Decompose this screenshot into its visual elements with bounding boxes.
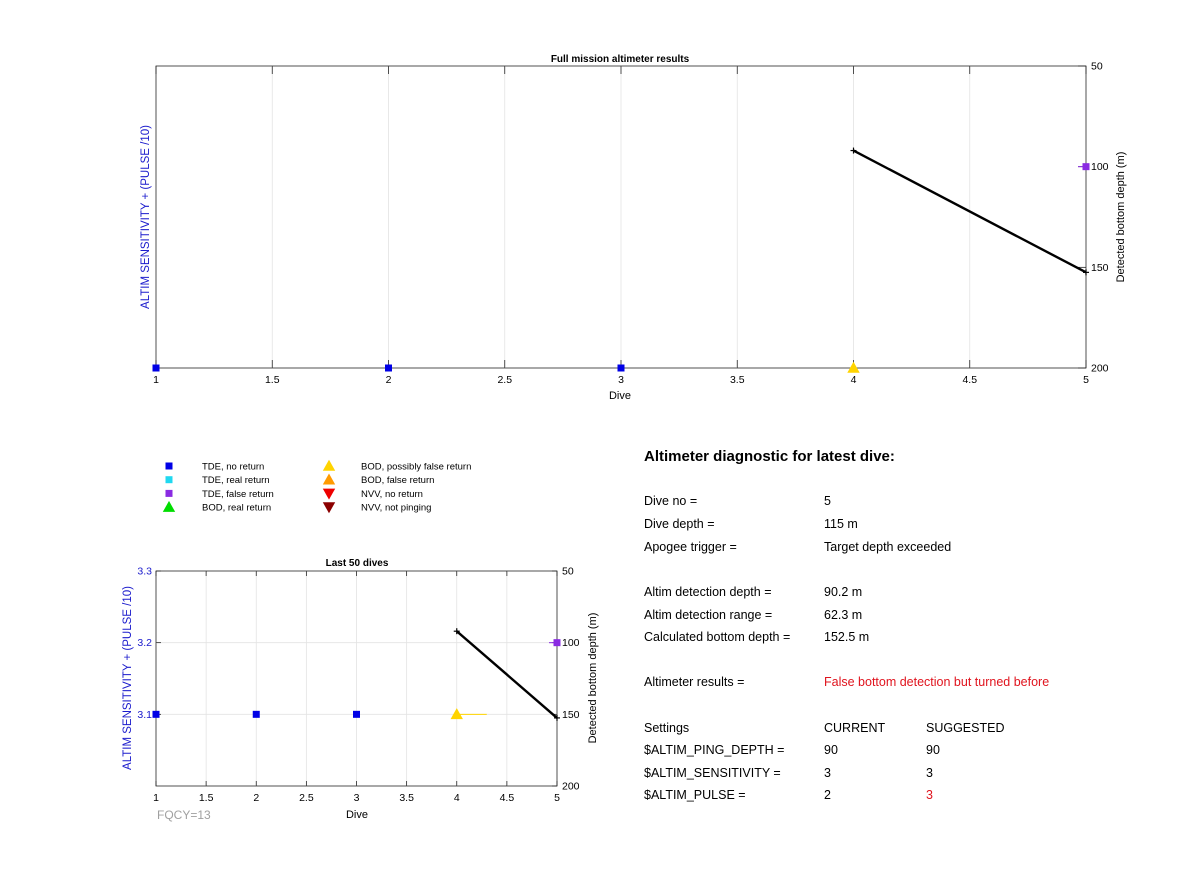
data-point [847, 361, 860, 373]
y-tick-label-left: 3.1 [137, 709, 152, 721]
y-tick-label-right: 150 [562, 709, 580, 721]
current-header: CURRENT [824, 721, 886, 735]
results-value: False bottom detection but turned before [824, 675, 1050, 689]
legend-label: NVV, not pinging [361, 503, 431, 514]
ping-depth-label: $ALTIM_PING_DEPTH = [644, 743, 785, 757]
legend-marker [162, 500, 176, 512]
apogee-label: Apogee trigger = [644, 540, 737, 554]
x-tick-label: 3.5 [399, 792, 414, 804]
legend-label: BOD, false return [361, 475, 434, 486]
results-label: Altimeter results = [644, 675, 745, 689]
x-tick-label: 2.5 [497, 374, 512, 386]
suggested-header: SUGGESTED [926, 721, 1005, 735]
sensitivity-current: 3 [824, 766, 831, 780]
ping-depth-suggested: 90 [926, 743, 940, 757]
data-point [353, 710, 360, 718]
settings-label: Settings [644, 721, 690, 735]
y-tick-label-right: 50 [562, 566, 574, 578]
dive-depth-label: Dive depth = [644, 517, 715, 531]
pulse-suggested: 3 [926, 788, 933, 802]
calc-bottom-label: Calculated bottom depth = [644, 630, 791, 644]
x-tick-label: 2 [253, 792, 259, 804]
data-point [617, 364, 625, 372]
last-50-dives-chart: Last 50 dives Dive ALTIM SENSITIVITY + (… [122, 558, 599, 822]
detection-range-label: Altim detection range = [644, 608, 773, 622]
bottom-chart-xlabel: Dive [346, 809, 368, 821]
x-tick-label: 4.5 [500, 792, 515, 804]
y-tick-label-right: 200 [1091, 363, 1109, 375]
x-tick-label: 4 [454, 792, 460, 804]
x-tick-label: 2.5 [299, 792, 314, 804]
x-tick-label: 1 [153, 374, 159, 386]
legend-label: TDE, real return [202, 475, 270, 486]
legend-marker [322, 473, 336, 485]
x-tick-label: 4 [851, 374, 857, 386]
detection-range-value: 62.3 m [824, 608, 863, 622]
data-point [553, 639, 561, 647]
dive-depth-value: 115 m [824, 517, 858, 531]
legend-marker [322, 459, 336, 471]
legend-marker [165, 476, 173, 484]
bottom-chart-ylabel-right: Detected bottom depth (m) [587, 613, 599, 744]
bottom-chart-title: Last 50 dives [326, 558, 389, 569]
top-chart-xlabel: Dive [609, 390, 631, 402]
data-point [252, 710, 260, 718]
diagnostic-title: Altimeter diagnostic for latest dive: [644, 448, 895, 465]
apogee-value: Target depth exceeded [824, 540, 952, 554]
x-tick-label: 3 [618, 374, 624, 386]
x-tick-label: 2 [386, 374, 392, 386]
x-tick-label: 3 [354, 792, 360, 804]
legend-marker [165, 489, 173, 497]
legend-label: NVV, no return [361, 489, 423, 500]
y-tick-label-right: 100 [562, 637, 580, 649]
y-tick-label-right: 100 [1091, 161, 1109, 173]
pulse-current: 2 [824, 788, 831, 802]
x-tick-label: 5 [554, 792, 560, 804]
sensitivity-suggested: 3 [926, 766, 933, 780]
bottom-depth-line [852, 149, 1087, 274]
pulse-label: $ALTIM_PULSE = [644, 788, 746, 802]
detection-depth-label: Altim detection depth = [644, 585, 772, 599]
data-point [152, 710, 160, 718]
x-tick-label: 1 [153, 792, 159, 804]
data-point [1082, 163, 1090, 171]
y-tick-label-left: 3.2 [137, 637, 152, 649]
x-tick-label: 1.5 [265, 374, 280, 386]
legend-marker [322, 488, 336, 500]
sensitivity-label: $ALTIM_SENSITIVITY = [644, 766, 781, 780]
bottom-depth-line [455, 630, 558, 719]
bottom-chart-ylabel-left: ALTIM SENSITIVITY + (PULSE /10) [122, 586, 134, 770]
top-chart-ylabel-left: ALTIM SENSITIVITY + (PULSE /10) [140, 125, 152, 309]
frequency-footnote: FQCY=13 [157, 808, 211, 822]
dive-no-label: Dive no = [644, 494, 698, 508]
top-chart-title: Full mission altimeter results [551, 54, 690, 65]
x-tick-label: 3.5 [730, 374, 745, 386]
calc-bottom-value: 152.5 m [824, 630, 870, 644]
top-chart-ylabel-right: Detected bottom depth (m) [1115, 152, 1127, 283]
x-tick-label: 5 [1083, 374, 1089, 386]
data-point [385, 364, 392, 372]
legend-label: TDE, no return [202, 462, 264, 473]
legend: TDE, no return TDE, real return TDE, false… [162, 459, 471, 514]
full-mission-chart: Full mission altimeter results Dive ALTI… [140, 54, 1127, 402]
y-tick-label-right: 150 [1091, 262, 1109, 274]
y-tick-label-left: 3.3 [137, 566, 152, 578]
legend-label: BOD, possibly false return [361, 462, 471, 473]
legend-label: BOD, real return [202, 503, 271, 514]
x-tick-label: 1.5 [199, 792, 214, 804]
legend-label: TDE, false return [202, 489, 274, 500]
x-tick-label: 4.5 [962, 374, 977, 386]
legend-marker [322, 502, 336, 514]
ping-depth-current: 90 [824, 743, 838, 757]
detection-depth-value: 90.2 m [824, 585, 863, 599]
y-tick-label-right: 200 [562, 781, 580, 793]
y-tick-label-right: 50 [1091, 61, 1103, 73]
legend-marker [165, 462, 173, 470]
data-point [450, 708, 463, 720]
dive-no-value: 5 [824, 494, 831, 508]
data-point [152, 364, 160, 372]
